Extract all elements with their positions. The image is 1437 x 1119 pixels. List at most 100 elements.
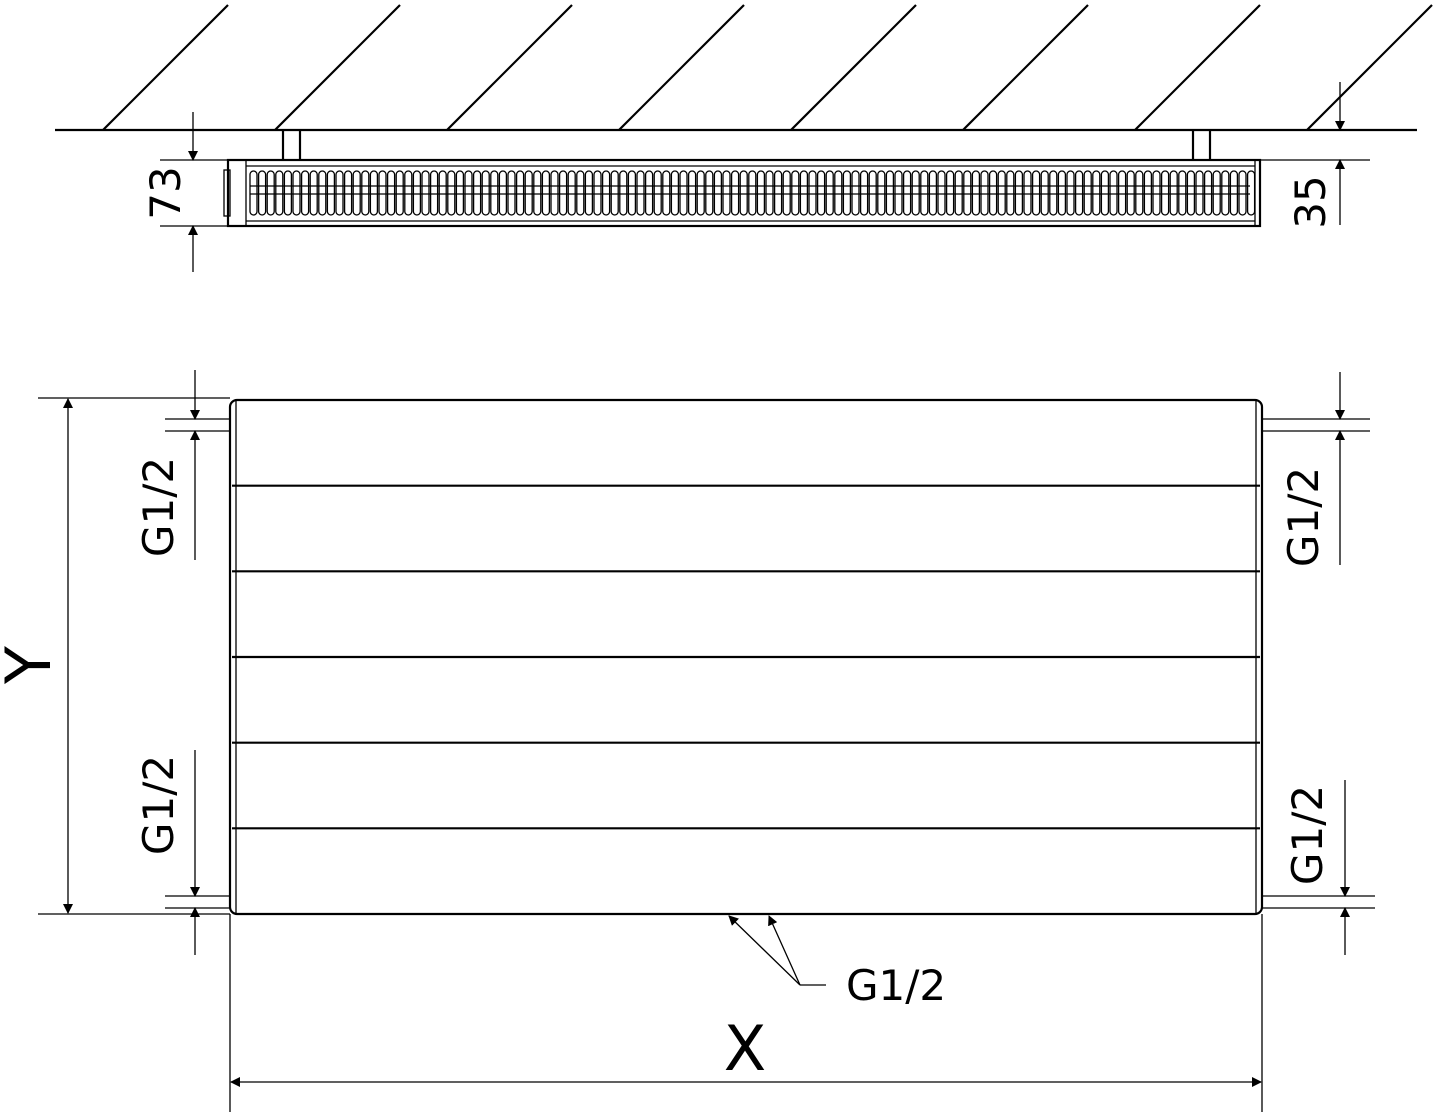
convector-fin [885, 170, 895, 216]
convector-fin [1023, 170, 1032, 216]
convector-fin [1135, 170, 1144, 216]
wall-hatch-line [446, 4, 573, 131]
convector-fin [498, 170, 508, 216]
convector-fin [369, 170, 379, 216]
convector-fin [1212, 170, 1221, 216]
wall-hatch-line [1134, 4, 1261, 131]
wall [55, 4, 1433, 132]
depth-label: 73 [141, 166, 190, 219]
wall-hatch-line [962, 4, 1089, 131]
convector-fin [920, 170, 929, 216]
convector-fin [619, 170, 628, 216]
connection-bottom-label: G1/2 [846, 961, 946, 1010]
convector-fin [490, 170, 499, 216]
convector-fin [318, 170, 327, 216]
convector-fin [1074, 170, 1084, 216]
convector-fin [438, 170, 447, 216]
convector-fin [558, 170, 568, 216]
convector-fin [765, 170, 774, 216]
dimension-wall-gap: 35 [1260, 82, 1370, 229]
convector-fin [576, 170, 585, 216]
convector-fin [1152, 170, 1161, 216]
convector-fin [395, 170, 404, 216]
convector-fin [507, 170, 516, 216]
convector-fin [1186, 170, 1196, 216]
convector-fin [300, 170, 310, 216]
convector-fin [412, 170, 422, 216]
convector-fin [1126, 170, 1135, 216]
convector-fin [257, 170, 267, 216]
convector-fin [1203, 170, 1213, 216]
convector-fin [644, 170, 654, 216]
convector-fin [464, 170, 473, 216]
convector-fin [352, 170, 361, 216]
convector-fin [1221, 170, 1230, 216]
radiator-front-view [228, 398, 1264, 916]
convector-fin [670, 170, 680, 216]
width-label: X [724, 1012, 766, 1085]
convector-fin [859, 170, 869, 216]
connection-top-left-label: G1/2 [134, 457, 183, 557]
convector-fin [1006, 170, 1015, 216]
convector-fin [524, 170, 533, 216]
connection-top-right-label: G1/2 [1279, 467, 1328, 567]
convector-fin [283, 170, 293, 216]
wall-hatch-line [274, 4, 401, 131]
convector-fin [980, 170, 989, 216]
convector-fin [1083, 170, 1092, 216]
convector-fin [593, 170, 602, 216]
connection-bottom-left-label: G1/2 [134, 755, 183, 855]
convector-fin [601, 170, 611, 216]
convector-fin [335, 170, 344, 216]
connection-top-right-dimension: G1/2 [1262, 372, 1370, 567]
convector-fin [834, 170, 843, 216]
convector-fin [429, 170, 439, 216]
convector-fin [266, 170, 275, 216]
convector-fin [550, 170, 559, 216]
convector-fin [1014, 170, 1024, 216]
convector-fin [791, 170, 800, 216]
convector-fin [1040, 170, 1049, 216]
convector-fin [842, 170, 852, 216]
dimension-depth: 73 [141, 112, 228, 272]
convector-fin [894, 170, 903, 216]
convector-fin [1178, 170, 1187, 216]
height-label: Y [0, 646, 65, 685]
convector-fin [1229, 170, 1239, 216]
convector-fin [610, 170, 619, 216]
convector-fin [1195, 170, 1204, 216]
convector-fin [1100, 170, 1110, 216]
convector-fin [756, 170, 766, 216]
wall-brackets [281, 130, 1212, 160]
convector-fin [361, 170, 370, 216]
connection-bottom-right-label: G1/2 [1283, 785, 1332, 885]
convector-fin [945, 170, 955, 216]
wall-hatch-line [102, 4, 229, 131]
convector-fin [988, 170, 998, 216]
convector-fin [1049, 170, 1058, 216]
convector-fin [997, 170, 1006, 216]
convector-fin [963, 170, 972, 216]
convector-fin [937, 170, 946, 216]
convector-fin [954, 170, 963, 216]
connection-top-left-dimension: G1/2 [134, 370, 230, 560]
convector-fin [1169, 170, 1178, 216]
convector-fin [386, 170, 396, 216]
convector-fin [911, 170, 920, 216]
convector-fin [249, 170, 258, 216]
convector-fin [627, 170, 637, 216]
convector-fin [292, 170, 301, 216]
convector-fin [653, 170, 662, 216]
convector-fin [1160, 170, 1170, 216]
wall-hatch-line [1306, 4, 1433, 131]
convector-fin [455, 170, 465, 216]
convector-fin [705, 170, 714, 216]
convector-fin [541, 170, 551, 216]
convector-fin [515, 170, 525, 216]
convector-fin [971, 170, 981, 216]
convector-fin [868, 170, 877, 216]
convector-fin [1109, 170, 1118, 216]
convector-fin [662, 170, 671, 216]
